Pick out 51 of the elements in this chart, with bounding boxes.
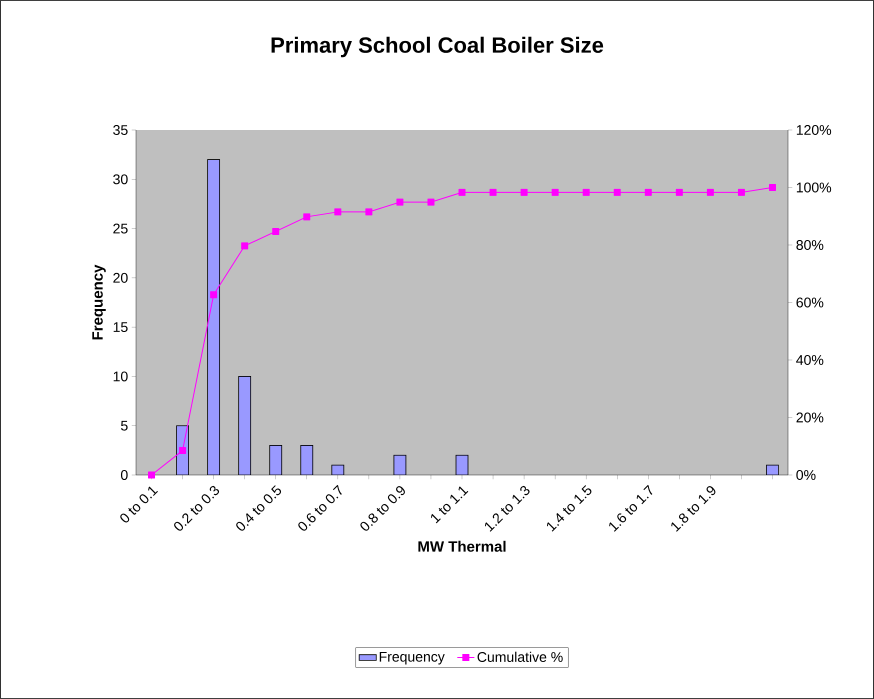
x-axis-title: MW Thermal (418, 540, 506, 552)
y-tick-label: 20 (113, 272, 128, 283)
y-tick-label: 25 (113, 224, 128, 234)
y2-tick-label: 40% (796, 355, 824, 365)
point (334, 208, 342, 216)
point (520, 188, 528, 196)
legend-label: Frequency (380, 652, 445, 664)
point (241, 242, 248, 250)
x-tick-label: 0.8 to 0.9 (360, 486, 405, 531)
y-tick-label: 35 (113, 125, 128, 135)
y-axis-title: Frequency (92, 264, 106, 340)
point (458, 188, 466, 196)
y2-tick-label: 60% (796, 298, 824, 308)
point (179, 447, 186, 454)
x-tick-label: 1.2 to 1.3 (484, 486, 530, 532)
y-tick-label: 0 (120, 470, 128, 480)
y-tick-label: 30 (113, 174, 128, 184)
y2-tick-label: 0% (796, 470, 816, 480)
chart-title: Primary School Coal Boiler Size (272, 36, 604, 58)
x-tick-label: 1.4 to 1.5 (546, 485, 592, 532)
point (272, 228, 280, 235)
point (738, 188, 745, 196)
point (582, 188, 590, 196)
point (644, 188, 652, 196)
y-tick-label: 10 (114, 371, 128, 382)
x-tick-label: 0 to 0.1 (120, 486, 158, 522)
point (396, 198, 404, 206)
x-tick-label: 0.4 to 0.5 (236, 485, 282, 531)
y2-tick-label: 80% (796, 240, 824, 250)
x-tick-label: 1.6 to 1.7 (609, 484, 652, 532)
point (148, 471, 156, 478)
x-tick-label: 1 to 1.1 (431, 486, 468, 524)
point (365, 208, 372, 216)
point (427, 198, 434, 206)
x-tick-label: 0.2 to 0.3 (174, 486, 220, 531)
point (768, 184, 776, 191)
y-tick-label: 5 (120, 420, 128, 431)
x-tick-label: 0.6 to 0.7 (298, 484, 342, 531)
point (303, 213, 310, 220)
point (490, 188, 497, 196)
point (210, 291, 218, 298)
point (552, 188, 559, 196)
y-tick-label: 15 (114, 322, 128, 332)
legend-label: Cumulative % (478, 652, 563, 662)
point (676, 188, 683, 196)
y2-tick-label: 100% (796, 182, 832, 192)
y2-tick-label: 20% (796, 412, 824, 422)
point (706, 188, 714, 196)
y2-tick-label: 120% (796, 125, 832, 135)
x-tick-label: 1.8 to 1.9 (671, 486, 716, 532)
point (614, 188, 621, 196)
